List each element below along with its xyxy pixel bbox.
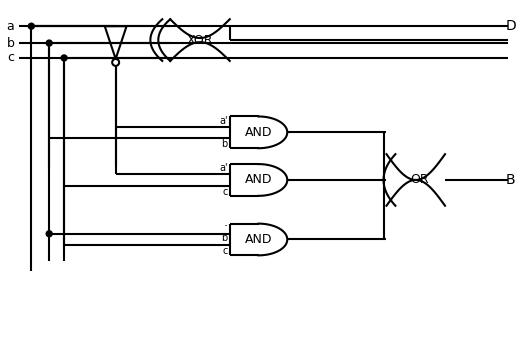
- Circle shape: [46, 231, 52, 237]
- Text: AND: AND: [245, 126, 272, 139]
- Circle shape: [29, 23, 34, 29]
- Text: D: D: [506, 19, 516, 33]
- Text: c: c: [7, 51, 15, 64]
- Text: B: B: [506, 173, 515, 187]
- Text: AND: AND: [245, 233, 272, 246]
- Text: c: c: [222, 246, 228, 256]
- Text: AND: AND: [245, 174, 272, 187]
- Text: b: b: [222, 139, 228, 149]
- Text: XOR: XOR: [186, 34, 213, 47]
- Text: c: c: [222, 187, 228, 197]
- Text: ·: ·: [224, 220, 228, 233]
- Text: a': a': [219, 163, 228, 173]
- Text: b: b: [7, 36, 15, 50]
- Text: a': a': [219, 116, 228, 126]
- Text: OR: OR: [410, 174, 429, 187]
- Text: a: a: [7, 20, 15, 33]
- Text: b: b: [222, 233, 228, 243]
- Circle shape: [61, 55, 67, 61]
- Circle shape: [46, 40, 52, 46]
